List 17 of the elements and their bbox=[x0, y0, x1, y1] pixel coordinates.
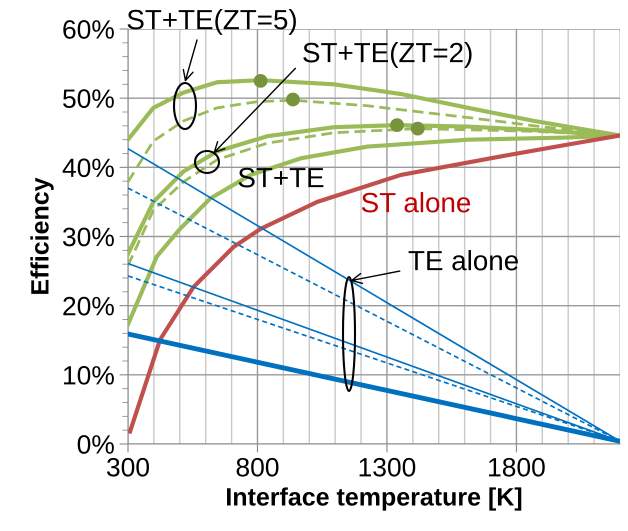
y-tick-label: 50% bbox=[63, 89, 114, 108]
y-tick-label: 60% bbox=[63, 20, 114, 39]
y-tick-label: 20% bbox=[63, 296, 114, 316]
annotation: ST+TE(ZT=5) bbox=[128, 9, 296, 35]
x-tick-label: 1300 bbox=[360, 458, 416, 477]
y-axis-title: Efficiency bbox=[30, 178, 54, 294]
annotation: ST alone bbox=[362, 192, 470, 212]
y-tick-label: 30% bbox=[62, 228, 114, 246]
x-tick-label: 1800 bbox=[489, 458, 545, 477]
annotation: ST+TE(ZT=2) bbox=[303, 42, 472, 68]
x-axis-title: Interface temperature [K] bbox=[227, 487, 522, 511]
annotation: TE alone bbox=[408, 250, 518, 270]
y-tick-label: 40% bbox=[62, 158, 114, 178]
y-tick-label: 10% bbox=[64, 366, 114, 385]
x-tick-label: 800 bbox=[236, 458, 278, 477]
y-tick-label: 0% bbox=[78, 435, 114, 454]
x-tick-label: 300 bbox=[106, 458, 149, 477]
